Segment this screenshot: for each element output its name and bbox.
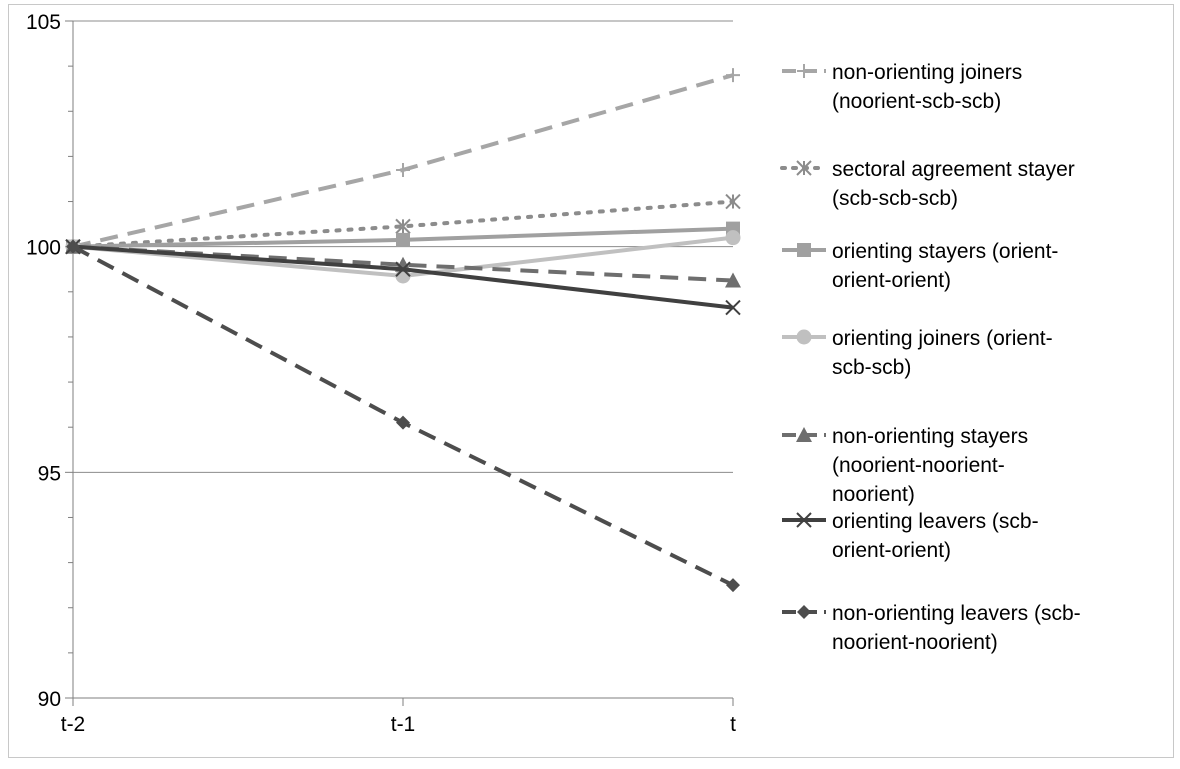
- legend-label: sectoral agreement stayer: [832, 158, 1075, 181]
- data-point: [395, 261, 411, 277]
- legend-entry: non-orienting stayers (noorient-noorient-…: [782, 425, 1028, 506]
- legend-label: (noorient-noorient-: [832, 454, 1005, 477]
- data-point: [66, 239, 80, 254]
- legend-swatch-marker: [797, 64, 811, 78]
- legend-label: non-orienting joiners: [832, 61, 1022, 84]
- data-point: [396, 415, 410, 430]
- legend-label: orient-orient): [832, 539, 951, 562]
- legend-swatch-marker: [796, 512, 812, 528]
- legend-entry: sectoral agreement stayer (scb-scb-scb): [780, 158, 1075, 210]
- legend-swatch-marker: [796, 329, 812, 345]
- x-tick-label: t-1: [391, 713, 416, 736]
- data-point: [395, 218, 411, 235]
- data-point: [396, 162, 410, 177]
- data-point: [726, 578, 740, 593]
- legend-entry: orienting stayers (orient-orient-orient): [782, 240, 1058, 292]
- x-tick-label: t-2: [61, 713, 86, 736]
- legend-swatch-marker: [796, 160, 812, 176]
- x-tick-label: t: [730, 713, 736, 736]
- legend-label: scb-scb): [832, 356, 911, 379]
- legend-label: (noorient-scb-scb): [832, 90, 1001, 113]
- legend-entry: non-orienting joiners (noorient-scb-scb): [782, 61, 1022, 113]
- legend-label: noorient-noorient): [832, 631, 998, 654]
- axes: 90 95 100 105 t-2 t-1 t: [26, 11, 736, 736]
- data-point: [725, 193, 741, 210]
- legend-label: (scb-scb-scb): [832, 187, 958, 210]
- legend-swatch-marker: [796, 427, 812, 442]
- data-point: [725, 272, 741, 288]
- legend-swatch-marker: [797, 243, 811, 257]
- chart-frame: [8, 4, 1174, 758]
- data-point: [726, 68, 740, 83]
- legend-entry: orienting joiners (orient-scb-scb): [782, 327, 1053, 379]
- y-tick-label: 90: [38, 688, 61, 711]
- legend-label: orienting joiners (orient-: [832, 327, 1053, 350]
- data-point: [396, 232, 410, 247]
- y-tick-label: 95: [38, 462, 61, 485]
- legend-label: non-orienting stayers: [832, 425, 1028, 448]
- legend-label: orienting stayers (orient-: [832, 240, 1058, 263]
- legend-label: noorient): [832, 483, 915, 506]
- y-tick-label: 105: [26, 11, 61, 34]
- legend-label: orienting leavers (scb-: [832, 510, 1039, 533]
- legend-entry: non-orienting leavers (scb-noorient-noor…: [782, 602, 1081, 654]
- legend-label: non-orienting leavers (scb-: [832, 602, 1081, 625]
- series-lines: [65, 68, 741, 593]
- legend-label: orient-orient): [832, 269, 951, 292]
- data-point: [725, 299, 741, 316]
- series-line: [71, 199, 735, 249]
- legend-entry: orienting leavers (scb-orient-orient): [782, 510, 1039, 562]
- legend: non-orienting joiners (noorient-scb-scb) s…: [780, 61, 1081, 654]
- data-point: [725, 230, 741, 246]
- series-5: [65, 238, 741, 316]
- legend-swatch-marker: [797, 605, 811, 619]
- series-6: [66, 239, 740, 593]
- y-tick-label: 100: [26, 237, 61, 260]
